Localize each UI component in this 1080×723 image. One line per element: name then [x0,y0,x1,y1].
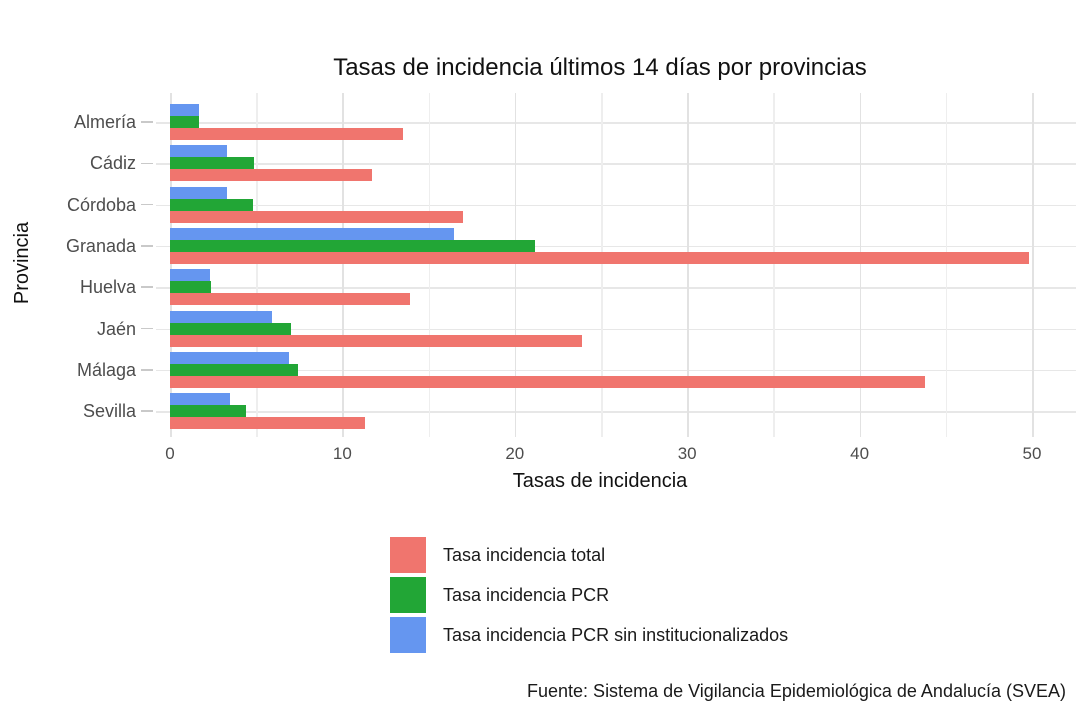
y-axis-label-jaén: Jaén [96,318,136,339]
legend-swatch-0 [390,537,426,573]
bar-cádiz-series-0 [170,169,372,182]
gridline-horizontal [156,204,1076,207]
bar-córdoba-series-1 [170,198,253,211]
bar-málaga-series-1 [170,363,298,376]
bar-jaén-series-0 [170,334,583,347]
x-axis-tick-label-20: 20 [505,444,525,463]
bar-huelva-series-2 [170,269,210,282]
source-caption: Fuente: Sistema de Vigilancia Epidemioló… [527,681,1066,701]
legend-label-1: Tasa incidencia PCR [443,584,610,605]
x-axis-tick-label-10: 10 [332,444,352,463]
bar-jaén-series-1 [170,322,291,335]
legend-item-0: Tasa incidencia total [390,535,788,575]
y-axis-label-cádiz: Cádiz [89,153,136,174]
bar-jaén-series-2 [170,310,272,323]
y-axis-label-huelva: Huelva [79,277,136,298]
gridline-horizontal [156,287,1076,289]
gridline-horizontal [156,411,1076,413]
bar-almería-series-1 [170,116,200,128]
bar-cádiz-series-2 [170,145,227,158]
gridline-vertical-minor [428,93,431,437]
y-axis-tick [141,286,153,288]
y-axis-tick [141,203,153,206]
x-axis-title: Tasas de incidencia [512,470,688,492]
gridline-horizontal [156,369,1076,372]
bar-granada-series-2 [170,227,455,240]
bar-málaga-series-0 [170,375,926,388]
gridline-vertical-major [1032,93,1034,437]
x-axis-tick-label-0: 0 [165,444,175,463]
x-axis-tick-label-40: 40 [850,444,870,463]
bar-granada-series-1 [170,239,536,252]
bar-almería-series-2 [170,104,200,116]
bar-granada-series-0 [170,251,1029,264]
legend: Tasa incidencia total Tasa incidencia PCR… [390,535,788,655]
gridline-horizontal [156,163,1076,165]
y-axis-tick [141,369,153,371]
bar-sevilla-series-1 [170,405,246,418]
legend-label-2: Tasa incidencia PCR sin institucionaliza… [443,624,789,645]
gridline-vertical-major [342,93,344,437]
y-axis-label-sevilla: Sevilla [82,401,136,422]
legend-item-2: Tasa incidencia PCR sin institucionaliza… [390,615,788,655]
bar-almería-series-0 [170,128,403,140]
bar-málaga-series-2 [170,351,289,364]
bar-sevilla-series-2 [170,393,231,406]
bar-sevilla-series-0 [170,417,365,430]
y-axis-label-granada: Granada [65,235,136,256]
chart-title: Tasas de incidencia últimos 14 días por … [333,54,867,81]
y-axis-tick [141,327,153,330]
bar-huelva-series-1 [170,281,212,294]
x-axis-tick-label-50: 50 [1022,444,1042,463]
gridline-vertical-major [514,93,517,437]
legend-label-0: Tasa incidencia total [443,544,606,565]
y-axis-tick [141,410,153,412]
y-axis-label-almería: Almería [73,112,136,132]
y-axis-tick [141,245,153,247]
legend-swatch-1 [390,577,426,613]
bar-córdoba-series-0 [170,210,464,223]
gridline-horizontal [156,122,1076,124]
bar-cádiz-series-1 [170,157,255,170]
gridline-horizontal [156,245,1076,248]
x-axis-tick-label-30: 30 [677,444,697,463]
gridline-vertical-minor [256,93,258,437]
y-axis-tick [141,162,153,165]
legend-swatch-2 [390,617,426,653]
gridline-vertical-major [859,93,862,437]
gridline-horizontal [156,328,1076,330]
gridline-vertical-minor [773,93,775,437]
y-axis-tick [141,121,153,123]
bar-córdoba-series-2 [170,186,227,199]
gridline-vertical-major [687,93,689,437]
y-axis-label-málaga: Málaga [76,359,136,380]
plot-panel [156,93,1076,437]
legend-item-1: Tasa incidencia PCR [390,575,788,615]
gridline-vertical-major [170,93,172,437]
gridline-vertical-minor [601,93,603,437]
y-axis-label-córdoba: Córdoba [66,194,136,215]
gridline-vertical-minor [945,93,948,437]
bar-huelva-series-0 [170,293,410,306]
